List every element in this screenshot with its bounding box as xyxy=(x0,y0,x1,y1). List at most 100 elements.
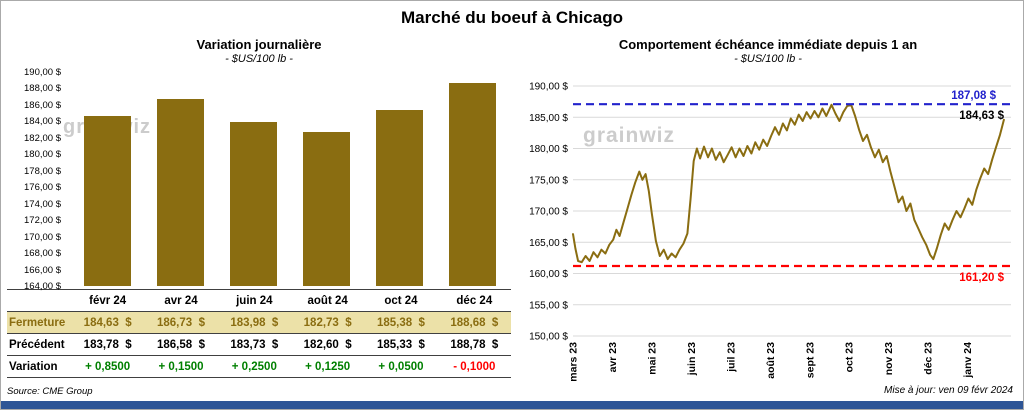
variation-value-1: + 0,1500 xyxy=(144,355,218,378)
fermeture-label: Fermeture xyxy=(7,311,71,334)
month-header: juin 24 xyxy=(217,289,291,312)
line-y-tick-label: 160,00 $ xyxy=(529,269,568,280)
price-table: févr 24 avr 24 juin 24 août 24 oct 24 déc 24 F… xyxy=(7,289,511,378)
line-y-tick-label: 150,00 $ xyxy=(529,332,568,343)
bar-5 xyxy=(449,82,496,286)
fermeture-value-0: 184,63 $ xyxy=(71,311,145,334)
bar-y-tick-label: 188,00 $ xyxy=(24,83,61,95)
bar-y-tick-label: 184,00 $ xyxy=(24,116,61,128)
bar-y-tick-label: 186,00 $ xyxy=(24,99,61,111)
month-header: févr 24 xyxy=(71,289,145,312)
month-header-row: févr 24 avr 24 juin 24 août 24 oct 24 déc 24 xyxy=(7,289,511,312)
precedent-row: Précédent 183,78 $186,58 $183,73 $182,60 … xyxy=(7,333,511,356)
bar-0 xyxy=(84,116,131,286)
line-chart-subtitle: - $US/100 lb - xyxy=(734,53,802,65)
line-x-tick-label: mai 23 xyxy=(646,342,658,375)
price-line xyxy=(572,103,1005,264)
line-x-tick-label: juil 23 xyxy=(725,342,737,373)
precedent-value-1: 186,58 $ xyxy=(144,333,218,356)
bar-slot-1 xyxy=(144,72,217,286)
bar-y-tick-label: 180,00 $ xyxy=(24,149,61,161)
bar-chart-subtitle: - $US/100 lb - xyxy=(225,53,293,65)
month-header: oct 24 xyxy=(364,289,438,312)
precedent-value-4: 185,33 $ xyxy=(364,333,438,356)
variation-label: Variation xyxy=(7,355,71,378)
bottom-accent-bar xyxy=(1,401,1023,409)
line-y-tick-label: 155,00 $ xyxy=(529,300,568,311)
bar-chart-plot xyxy=(71,72,509,286)
line-y-tick-label: 170,00 $ xyxy=(529,207,568,218)
bar-y-tick-label: 166,00 $ xyxy=(24,264,61,276)
line-y-tick-label: 185,00 $ xyxy=(529,113,568,124)
bar-4 xyxy=(376,110,423,286)
precedent-value-5: 188,78 $ xyxy=(437,333,511,356)
source-note: Source: CME Group xyxy=(7,386,93,397)
variation-value-4: + 0,0500 xyxy=(364,355,438,378)
line-x-tick-label: mars 23 xyxy=(568,342,580,382)
month-header: août 24 xyxy=(290,289,365,312)
line-y-tick-label: 190,00 $ xyxy=(529,82,568,93)
variation-value-3: + 0,1250 xyxy=(290,355,365,378)
line-y-tick-label: 175,00 $ xyxy=(529,175,568,186)
line-x-tick-label: avr 23 xyxy=(607,342,619,373)
line-x-tick-label: août 23 xyxy=(765,342,777,379)
high-line-label: 187,08 $ xyxy=(951,90,996,102)
line-x-tick-label: nov 23 xyxy=(883,342,895,375)
bar-y-tick-label: 164,00 $ xyxy=(24,281,61,292)
precedent-value-2: 183,73 $ xyxy=(217,333,291,356)
bar-y-tick-label: 190,00 $ xyxy=(24,67,61,78)
fermeture-value-3: 182,73 $ xyxy=(290,311,365,334)
precedent-value-0: 183,78 $ xyxy=(71,333,145,356)
bar-y-tick-label: 170,00 $ xyxy=(24,231,61,243)
variation-row: Variation + 0,8500 + 0,1500 + 0,2500 + 0,125… xyxy=(7,355,511,378)
fermeture-row: Fermeture 184,63 $186,73 $183,98 $182,73 … xyxy=(7,311,511,334)
bar-slot-0 xyxy=(71,72,144,286)
bar-slot-4 xyxy=(363,72,436,286)
bar-chart: grainwiz 190,00 $188,00 $186,00 $184,00 … xyxy=(7,67,511,292)
last-updated: Mise à jour: ven 09 févr 2024 xyxy=(884,385,1013,396)
fermeture-value-1: 186,73 $ xyxy=(144,311,218,334)
bar-1 xyxy=(157,98,204,286)
line-chart-title: Comportement échéance immédiate depuis 1… xyxy=(618,37,918,52)
precedent-value-3: 182,60 $ xyxy=(290,333,365,356)
line-x-tick-label: déc 23 xyxy=(923,342,935,375)
grainwiz-watermark: grainwiz xyxy=(583,124,675,147)
bar-y-tick-label: 172,00 $ xyxy=(24,215,61,227)
precedent-label: Précédent xyxy=(7,333,71,356)
month-header: avr 24 xyxy=(144,289,218,312)
variation-value-2: + 0,2500 xyxy=(217,355,291,378)
line-chart-svg: grainwiz 150,00 $ 155,00 $ 160,00 $ 165,00 $… xyxy=(529,82,1011,382)
line-x-tick-label: janv 24 xyxy=(962,342,974,379)
fermeture-value-2: 183,98 $ xyxy=(217,311,291,334)
low-line-label: 161,20 $ xyxy=(959,272,1004,284)
bar-chart-title: Variation journalière xyxy=(196,37,322,52)
fermeture-value-5: 188,68 $ xyxy=(437,311,511,334)
daily-variation-panel: Variation journalière - $US/100 lb - gra… xyxy=(7,37,511,397)
bar-chart-y-axis: 190,00 $ 188,00 $ 186,00 $ 184,00 $ 182,00 $… xyxy=(7,67,65,292)
line-y-tick-label: 165,00 $ xyxy=(529,238,568,249)
corner-cell xyxy=(7,289,71,312)
bar-2 xyxy=(230,121,277,286)
bar-y-tick-label: 176,00 $ xyxy=(24,182,61,194)
bar-slot-3 xyxy=(290,72,363,286)
page-title: Marché du boeuf à Chicago xyxy=(401,8,623,27)
bar-y-tick-label: 178,00 $ xyxy=(24,165,61,177)
current-price-label: 184,63 $ xyxy=(959,110,1004,122)
line-x-tick-label: sept 23 xyxy=(804,342,816,378)
month-header: déc 24 xyxy=(437,289,511,312)
line-y-tick-label: 180,00 $ xyxy=(529,144,568,155)
bar-slot-5 xyxy=(436,72,509,286)
fermeture-value-4: 185,38 $ xyxy=(364,311,438,334)
line-x-tick-label: oct 23 xyxy=(844,342,856,373)
variation-value-0: + 0,8500 xyxy=(71,355,145,378)
bar-3 xyxy=(303,131,350,286)
year-chart-panel: Comportement échéance immédiate depuis 1… xyxy=(517,37,1019,387)
bar-y-tick-label: 174,00 $ xyxy=(24,198,61,210)
bar-slot-2 xyxy=(217,72,290,286)
bar-y-tick-label: 182,00 $ xyxy=(24,132,61,144)
line-chart: grainwiz 150,00 $ 155,00 $ 160,00 $ 165,00 $… xyxy=(517,70,1019,387)
variation-value-5: - 0,1000 xyxy=(437,355,511,378)
bar-y-tick-label: 168,00 $ xyxy=(24,248,61,260)
line-x-tick-label: juin 23 xyxy=(686,342,698,376)
